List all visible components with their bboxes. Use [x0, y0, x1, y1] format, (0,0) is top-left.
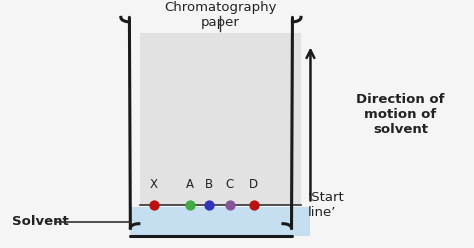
- Bar: [140, 33, 301, 205]
- Point: [250, 203, 257, 207]
- Point: [186, 203, 193, 207]
- Point: [205, 203, 212, 207]
- Text: A: A: [186, 178, 193, 191]
- Text: ‘Start
line’: ‘Start line’: [308, 191, 345, 218]
- Bar: [130, 207, 310, 236]
- Text: D: D: [249, 178, 258, 191]
- Point: [226, 203, 234, 207]
- Text: Chromatography
paper: Chromatography paper: [164, 1, 277, 29]
- Text: Direction of
motion of
solvent: Direction of motion of solvent: [356, 93, 445, 136]
- Text: C: C: [226, 178, 234, 191]
- Text: B: B: [204, 178, 213, 191]
- Text: Solvent: Solvent: [12, 216, 69, 228]
- Point: [150, 203, 158, 207]
- Text: X: X: [150, 178, 158, 191]
